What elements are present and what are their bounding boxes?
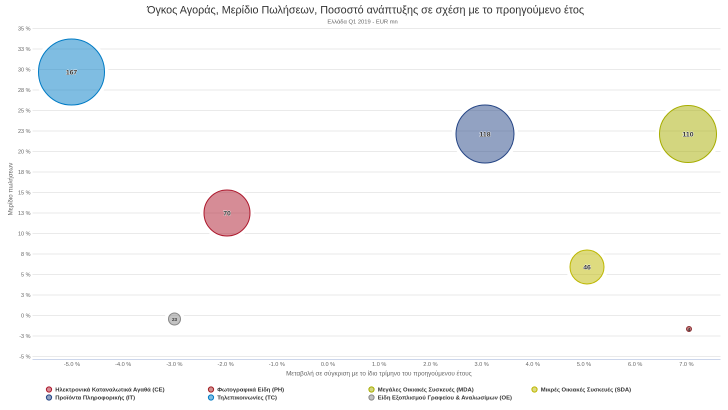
svg-text:18 %: 18 %: [18, 170, 31, 176]
svg-text:20 %: 20 %: [18, 150, 31, 156]
svg-text:0.0 %: 0.0 %: [321, 362, 335, 368]
svg-text:Μεγάλες Οικιακές Συσκευές (MDA: Μεγάλες Οικιακές Συσκευές (MDA): [378, 388, 474, 394]
svg-text:1.0 %: 1.0 %: [372, 362, 386, 368]
svg-text:25 %: 25 %: [18, 109, 31, 115]
svg-text:-5.0 %: -5.0 %: [64, 362, 80, 368]
svg-text:5 %: 5 %: [21, 273, 31, 279]
svg-text:-3.0 %: -3.0 %: [166, 362, 182, 368]
svg-text:28 %: 28 %: [18, 88, 31, 94]
svg-text:167: 167: [66, 69, 78, 76]
svg-text:33 %: 33 %: [18, 47, 31, 53]
svg-text:2.0 %: 2.0 %: [423, 362, 437, 368]
svg-text:Ελλάδα Q1 2019 - EUR mn: Ελλάδα Q1 2019 - EUR mn: [327, 18, 397, 25]
svg-text:35 %: 35 %: [18, 27, 31, 33]
svg-text:-2.0 %: -2.0 %: [218, 362, 234, 368]
svg-text:3.0 %: 3.0 %: [474, 362, 488, 368]
svg-text:Προϊόντα Πληροφορικής (IT): Προϊόντα Πληροφορικής (IT): [55, 396, 135, 402]
svg-text:46: 46: [583, 264, 591, 271]
svg-text:7.0 %: 7.0 %: [679, 362, 693, 368]
svg-text:-3 %: -3 %: [19, 334, 30, 340]
svg-text:15 %: 15 %: [18, 191, 31, 197]
svg-text:Τηλεπικοινωνίες (TC): Τηλεπικοινωνίες (TC): [217, 396, 277, 402]
svg-text:4: 4: [688, 327, 691, 332]
svg-text:23 %: 23 %: [18, 129, 31, 135]
svg-text:Όγκος Αγοράς, Μερίδιο Πωλήσεων: Όγκος Αγοράς, Μερίδιο Πωλήσεων, Ποσοστό …: [146, 4, 584, 16]
svg-text:13 %: 13 %: [18, 211, 31, 217]
svg-text:Φωτογραφικά Είδη (PH): Φωτογραφικά Είδη (PH): [217, 388, 284, 394]
svg-text:Μικρές Οικιακές Συσκευές (SDA): Μικρές Οικιακές Συσκευές (SDA): [541, 388, 631, 394]
svg-text:6.0 %: 6.0 %: [628, 362, 642, 368]
svg-text:30 %: 30 %: [18, 68, 31, 74]
svg-text:10 %: 10 %: [18, 232, 31, 238]
svg-text:Είδη Εξοπλισμού Γραφείου & Ανα: Είδη Εξοπλισμού Γραφείου & Αναλωσίμων (O…: [378, 396, 512, 402]
svg-text:23: 23: [172, 317, 178, 322]
svg-text:Μερίδιο πωλήσεων: Μερίδιο πωλήσεων: [8, 163, 15, 216]
svg-text:0 %: 0 %: [21, 314, 31, 320]
svg-text:3 %: 3 %: [21, 293, 31, 299]
svg-text:8 %: 8 %: [21, 252, 31, 258]
svg-text:-5 %: -5 %: [19, 355, 30, 361]
svg-text:70: 70: [223, 210, 231, 217]
svg-text:Μεταβολή σε σύγκριση με το ίδι: Μεταβολή σε σύγκριση με το ίδιο τρίμηνο …: [286, 370, 472, 378]
svg-text:110: 110: [683, 131, 694, 138]
svg-text:Ηλεκτρονικά Καταναλωτικά Αγαθά: Ηλεκτρονικά Καταναλωτικά Αγαθά (CE): [55, 388, 164, 394]
svg-text:-1.0 %: -1.0 %: [269, 362, 285, 368]
svg-text:118: 118: [480, 131, 491, 138]
svg-text:-4.0 %: -4.0 %: [115, 362, 131, 368]
svg-text:5.0 %: 5.0 %: [577, 362, 591, 368]
svg-text:4.0 %: 4.0 %: [526, 362, 540, 368]
